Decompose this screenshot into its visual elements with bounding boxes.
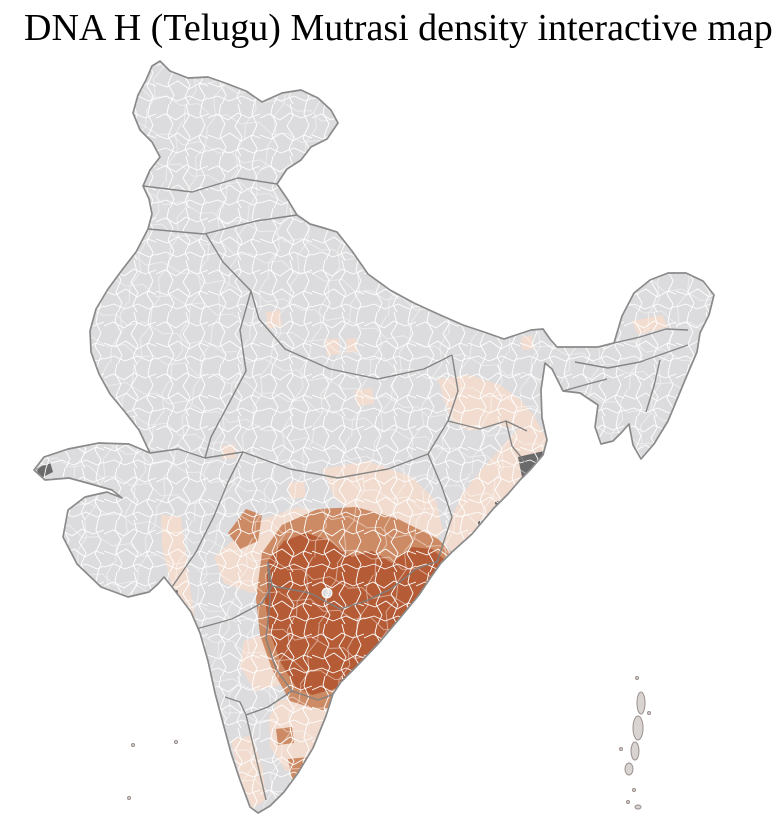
lakshadweep-islands[interactable] [127,740,178,800]
page-title: DNA H (Telugu) Mutrasi density interacti… [24,7,773,49]
state-borders [142,177,689,801]
andaman-nicobar-islands[interactable] [619,676,651,810]
